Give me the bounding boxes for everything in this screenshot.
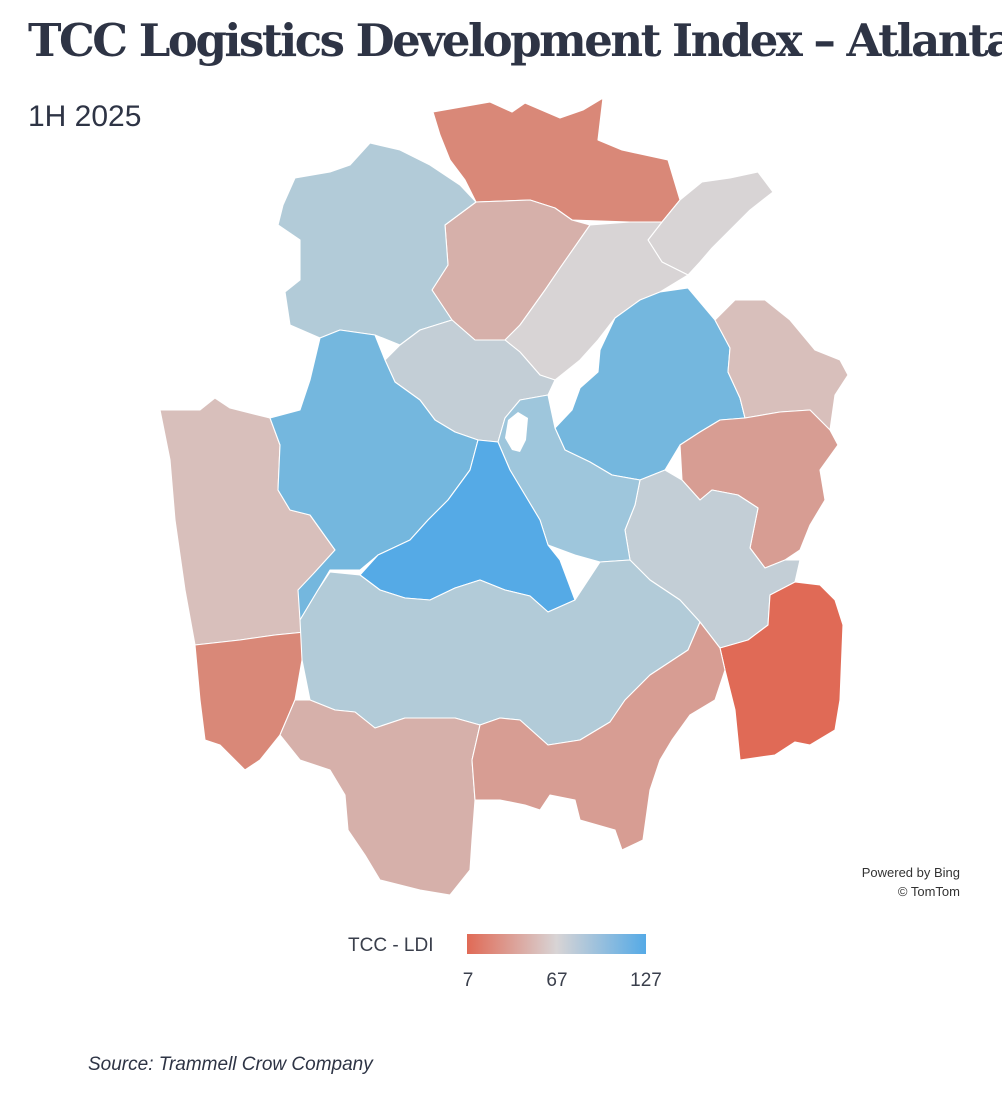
legend-color-ramp xyxy=(467,934,646,954)
attribution-tomtom: © TomTom xyxy=(897,884,960,899)
source-note: Source: Trammell Crow Company xyxy=(88,1054,373,1075)
region-south-red[interactable] xyxy=(471,621,726,851)
region-southeast[interactable] xyxy=(719,581,844,761)
region-north-grey[interactable] xyxy=(504,221,689,381)
page-title: TCC Logistics Development Index – Atlant… xyxy=(28,14,1002,67)
map-attribution: Powered by Bing © TomTom xyxy=(862,863,960,901)
page-subtitle: 1H 2025 xyxy=(28,100,142,133)
legend-label: TCC - LDI xyxy=(348,935,434,956)
legend-max: 127 xyxy=(630,970,662,991)
airport-gap xyxy=(505,412,528,452)
region-northwest[interactable] xyxy=(277,142,477,346)
region-west-lower[interactable] xyxy=(194,631,306,771)
region-west-central[interactable] xyxy=(269,329,479,621)
legend-min: 7 xyxy=(462,970,474,991)
attribution-powered-by: Powered by Bing xyxy=(861,865,960,880)
legend-mid: 67 xyxy=(546,970,568,991)
region-south-west[interactable] xyxy=(279,699,481,896)
region-east-pale[interactable] xyxy=(714,299,849,431)
